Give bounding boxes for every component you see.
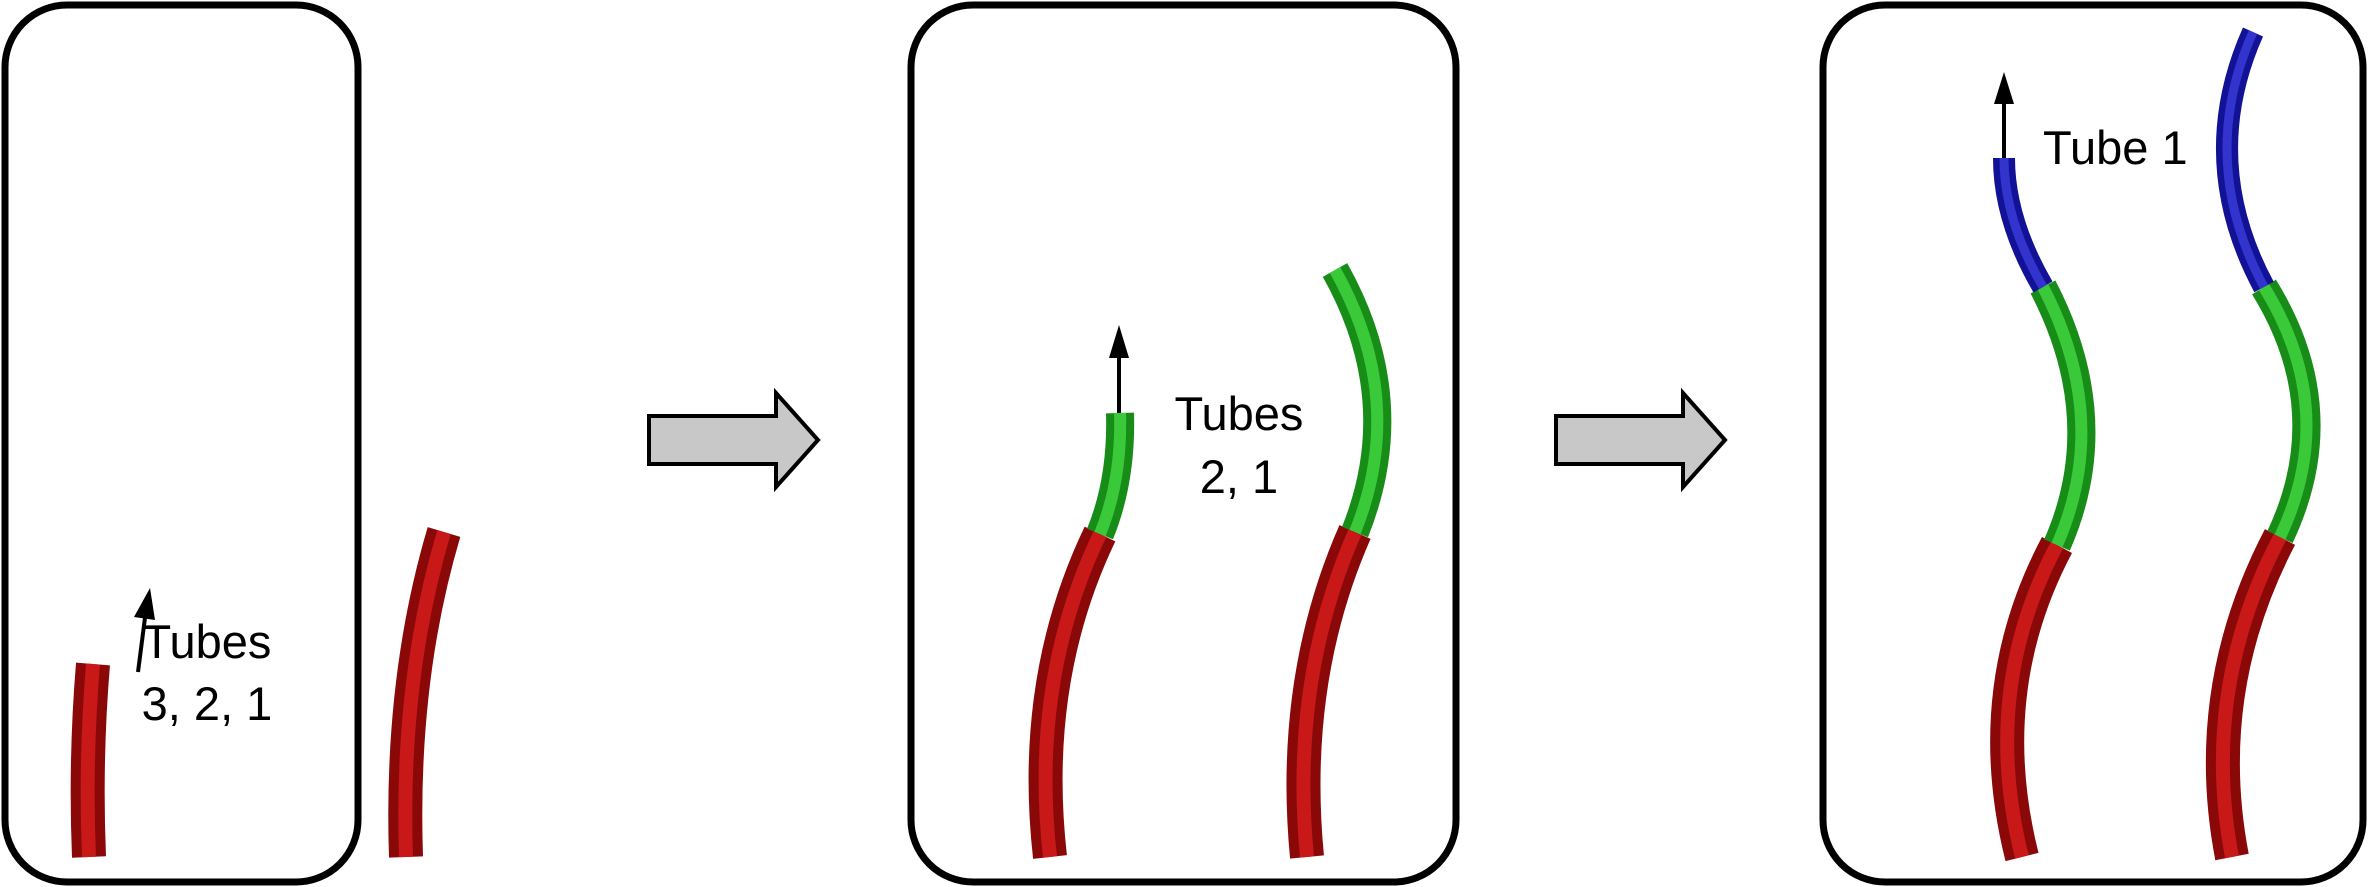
panel-label-line-2: 2, 1 (1200, 450, 1278, 503)
tube-3 (1028, 526, 1116, 859)
tube-3-extended (388, 527, 461, 858)
tube-3 (2205, 529, 2296, 861)
tube-1-extended (2216, 27, 2274, 293)
advance-arrow (1109, 325, 1129, 413)
panel-1: Tubes 3, 2, 1 (1, 1, 461, 886)
tube-2 (2030, 280, 2096, 551)
panel-3: Tube 1 (1819, 1, 2367, 886)
panel-label-line-1: Tubes (1175, 387, 1304, 440)
panel-label-line-2: 3, 2, 1 (142, 677, 273, 730)
step-arrow-1 (647, 387, 821, 493)
panel-label-line-1: Tubes (143, 615, 272, 668)
tube-1-retracted (1993, 157, 2053, 293)
panel-frame (1, 1, 362, 886)
tube-3 (1990, 537, 2073, 862)
advance-arrow (1994, 72, 2014, 158)
tube-3 (1286, 525, 1371, 859)
tube-2 (2252, 279, 2321, 543)
panel-2: Tubes 2, 1 (907, 1, 1460, 886)
tube-3-retracted (70, 662, 110, 858)
tube-2-extended (1322, 263, 1392, 538)
panel-label-line-1: Tube 1 (2043, 121, 2188, 174)
advance-arrow (134, 588, 155, 673)
tube-2-retracted (1086, 412, 1135, 540)
step-arrow-2 (1554, 387, 1728, 493)
